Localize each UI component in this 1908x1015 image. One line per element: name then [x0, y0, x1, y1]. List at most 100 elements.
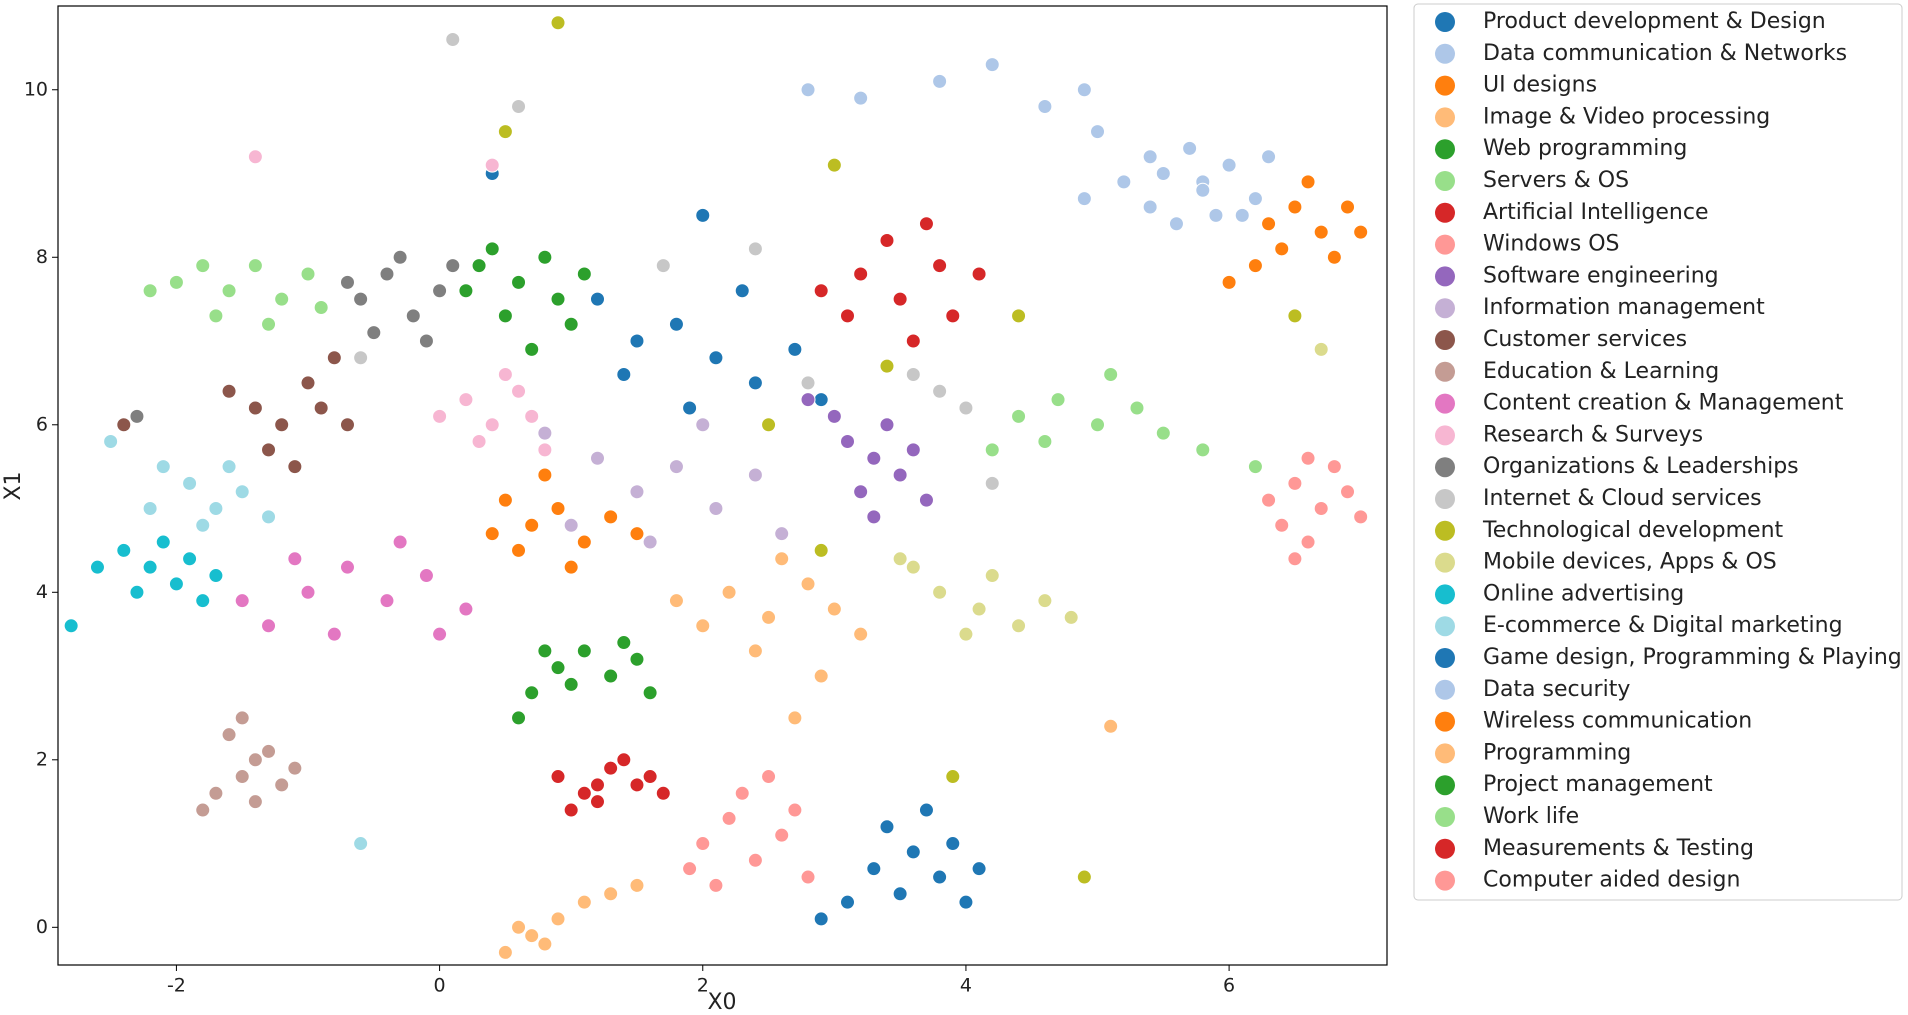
legend-label: Software engineering	[1483, 263, 1719, 288]
point	[353, 836, 369, 852]
point	[695, 836, 711, 852]
legend-label: Measurements & Testing	[1483, 836, 1754, 861]
point	[879, 358, 895, 374]
point	[234, 769, 250, 785]
point	[1063, 609, 1079, 625]
legend-marker	[1435, 361, 1455, 382]
point	[603, 886, 619, 902]
point	[1313, 224, 1329, 240]
point	[603, 760, 619, 776]
point	[537, 936, 553, 952]
point	[866, 450, 882, 466]
point	[629, 877, 645, 893]
legend-marker	[1435, 584, 1455, 605]
point	[603, 668, 619, 684]
point	[1340, 484, 1356, 500]
point	[287, 551, 303, 567]
point	[537, 467, 553, 483]
point	[905, 333, 921, 349]
point	[524, 928, 540, 944]
point	[774, 551, 790, 567]
y-tick-label: 2	[36, 748, 48, 770]
point	[497, 492, 513, 508]
point	[287, 760, 303, 776]
legend-marker	[1435, 266, 1455, 287]
point	[300, 266, 316, 282]
point	[747, 643, 763, 659]
point	[1050, 392, 1066, 408]
point	[458, 601, 474, 617]
legend-marker	[1435, 107, 1455, 128]
point	[168, 576, 184, 592]
point	[1116, 174, 1132, 190]
point	[576, 534, 592, 550]
point	[221, 283, 237, 299]
point	[576, 643, 592, 659]
point	[182, 475, 198, 491]
point	[550, 911, 566, 927]
point	[129, 408, 145, 424]
point	[484, 417, 500, 433]
point	[840, 308, 856, 324]
legend-label: Game design, Programming & Playing	[1483, 645, 1902, 670]
legend-marker	[1435, 775, 1455, 796]
point	[497, 944, 513, 960]
point	[208, 568, 224, 584]
point	[708, 877, 724, 893]
point	[629, 526, 645, 542]
point	[892, 551, 908, 567]
legend-marker	[1435, 838, 1455, 859]
point	[234, 710, 250, 726]
point	[155, 534, 171, 550]
point	[1300, 534, 1316, 550]
legend-label: Online advertising	[1483, 581, 1684, 606]
point	[1155, 425, 1171, 441]
point	[1221, 274, 1237, 290]
point	[484, 526, 500, 542]
point	[813, 911, 829, 927]
legend-marker	[1435, 425, 1455, 446]
point	[932, 73, 948, 89]
point	[826, 157, 842, 173]
point	[339, 559, 355, 575]
legend-marker	[1435, 12, 1455, 32]
point	[761, 609, 777, 625]
point	[589, 777, 605, 793]
point	[537, 249, 553, 265]
legend-label: E-commerce & Digital marketing	[1483, 613, 1843, 638]
point	[221, 727, 237, 743]
point	[589, 291, 605, 307]
point	[563, 802, 579, 818]
point	[1168, 216, 1184, 232]
legend-label: Programming	[1483, 740, 1631, 765]
point	[326, 350, 342, 366]
point	[668, 459, 684, 475]
legend-marker	[1435, 457, 1455, 478]
point	[629, 777, 645, 793]
point	[1300, 450, 1316, 466]
legend-marker	[1435, 489, 1455, 509]
point	[813, 392, 829, 408]
point	[800, 375, 816, 391]
point	[734, 785, 750, 801]
legend-marker	[1435, 139, 1455, 160]
point	[1247, 258, 1263, 274]
point	[313, 300, 329, 316]
y-tick-label: 8	[36, 246, 48, 268]
point	[655, 785, 671, 801]
point	[418, 568, 434, 584]
point	[800, 392, 816, 408]
point	[1287, 308, 1303, 324]
point	[1247, 459, 1263, 475]
point	[958, 400, 974, 416]
point	[892, 886, 908, 902]
point	[642, 534, 658, 550]
point	[208, 785, 224, 801]
point	[1011, 308, 1027, 324]
point	[1300, 174, 1316, 190]
point	[1195, 182, 1211, 198]
point	[1155, 166, 1171, 182]
legend-label: Information management	[1483, 295, 1765, 320]
point	[1090, 124, 1106, 140]
point	[642, 769, 658, 785]
